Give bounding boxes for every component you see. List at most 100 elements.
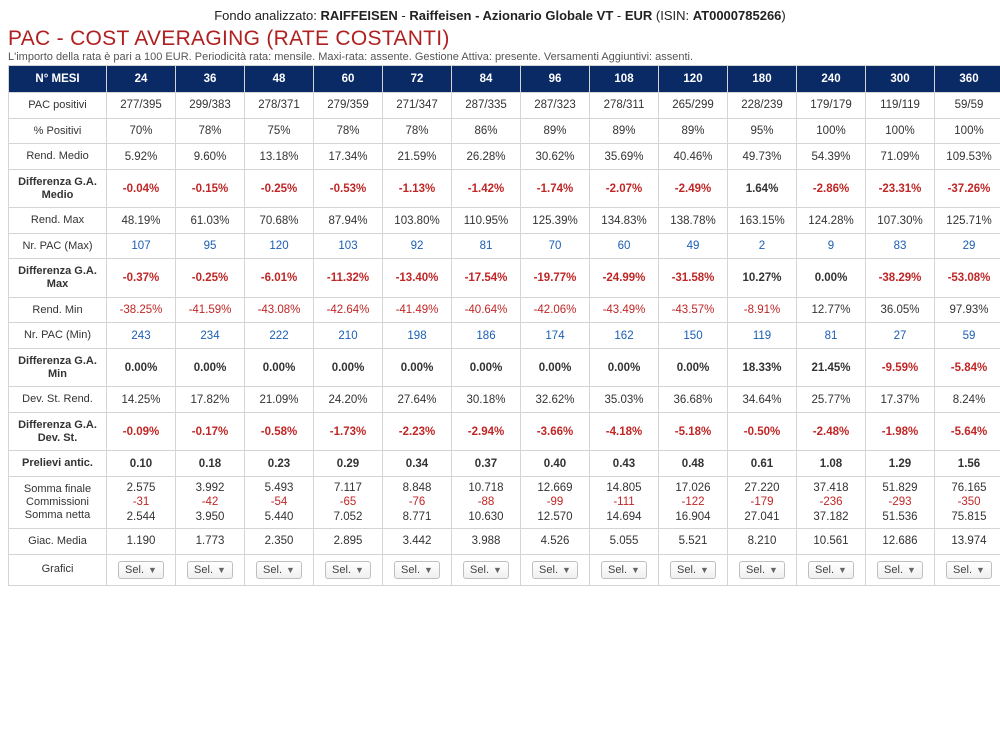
table-cell[interactable]: 81 <box>452 233 521 259</box>
table-cell: 89% <box>590 118 659 144</box>
table-row: Nr. PAC (Max)107951201039281706049298329 <box>9 233 1000 259</box>
table-cell: 0.00% <box>107 349 176 387</box>
table-cell[interactable]: 60 <box>590 233 659 259</box>
table-cell: 17.34% <box>314 144 383 170</box>
table-cell: 0.18 <box>176 451 245 477</box>
table-cell: -8.91% <box>728 297 797 323</box>
table-cell[interactable]: 243 <box>107 323 176 349</box>
table-cell[interactable]: 83 <box>866 233 935 259</box>
table-cell: 24.20% <box>314 387 383 413</box>
table-cell[interactable]: 186 <box>452 323 521 349</box>
grafici-select[interactable]: Sel.▼ <box>946 561 992 579</box>
table-cell[interactable]: 174 <box>521 323 590 349</box>
grafici-select[interactable]: Sel.▼ <box>808 561 854 579</box>
table-cell[interactable]: 70 <box>521 233 590 259</box>
col-header-month: 120 <box>659 66 728 93</box>
grafici-select[interactable]: Sel.▼ <box>670 561 716 579</box>
table-cell: 3.442 <box>383 529 452 555</box>
table-cell[interactable]: 27 <box>866 323 935 349</box>
table-cell: 18.33% <box>728 349 797 387</box>
table-cell[interactable]: 59 <box>935 323 1000 349</box>
table-cell[interactable]: 81 <box>797 323 866 349</box>
table-cell: Sel.▼ <box>866 554 935 585</box>
table-cell: -38.29% <box>866 259 935 297</box>
table-cell[interactable]: 198 <box>383 323 452 349</box>
table-cell: 8.848-768.771 <box>383 476 452 528</box>
table-cell: -2.07% <box>590 169 659 207</box>
table-row: Dev. St. Rend.14.25%17.82%21.09%24.20%27… <box>9 387 1000 413</box>
grafici-select[interactable]: Sel.▼ <box>394 561 440 579</box>
table-cell[interactable]: 162 <box>590 323 659 349</box>
table-cell: 17.37% <box>866 387 935 413</box>
table-cell: 78% <box>176 118 245 144</box>
grafici-select[interactable]: Sel.▼ <box>256 561 302 579</box>
table-cell: -38.25% <box>107 297 176 323</box>
row-header: Rend. Medio <box>9 144 107 170</box>
table-cell: -9.59% <box>866 349 935 387</box>
table-cell: -2.23% <box>383 412 452 450</box>
table-cell: 287/323 <box>521 93 590 119</box>
table-cell[interactable]: 222 <box>245 323 314 349</box>
table-cell[interactable]: 49 <box>659 233 728 259</box>
row-header: Rend. Min <box>9 297 107 323</box>
table-cell: 21.45% <box>797 349 866 387</box>
grafici-select[interactable]: Sel.▼ <box>325 561 371 579</box>
table-cell[interactable]: 234 <box>176 323 245 349</box>
table-cell: -0.25% <box>176 259 245 297</box>
table-row: Rend. Max48.19%61.03%70.68%87.94%103.80%… <box>9 208 1000 234</box>
grafici-select[interactable]: Sel.▼ <box>118 561 164 579</box>
table-cell[interactable]: 29 <box>935 233 1000 259</box>
row-header: Nr. PAC (Max) <box>9 233 107 259</box>
row-header: Nr. PAC (Min) <box>9 323 107 349</box>
table-cell[interactable]: 2 <box>728 233 797 259</box>
table-row: % Positivi70%78%75%78%78%86%89%89%89%95%… <box>9 118 1000 144</box>
table-cell: -2.48% <box>797 412 866 450</box>
grafici-select[interactable]: Sel.▼ <box>463 561 509 579</box>
table-cell: 124.28% <box>797 208 866 234</box>
table-cell: 37.418-23637.182 <box>797 476 866 528</box>
header-fund: Raiffeisen - Azionario Globale VT <box>409 8 613 23</box>
table-cell[interactable]: 119 <box>728 323 797 349</box>
table-cell: 36.05% <box>866 297 935 323</box>
table-cell: -1.42% <box>452 169 521 207</box>
table-cell: 0.23 <box>245 451 314 477</box>
table-cell: 277/395 <box>107 93 176 119</box>
table-cell[interactable]: 92 <box>383 233 452 259</box>
table-row: Differenza G.A. Dev. St.-0.09%-0.17%-0.5… <box>9 412 1000 450</box>
grafici-select[interactable]: Sel.▼ <box>187 561 233 579</box>
table-cell: 32.62% <box>521 387 590 413</box>
table-cell: 17.82% <box>176 387 245 413</box>
table-cell: -37.26% <box>935 169 1000 207</box>
table-cell: -42.64% <box>314 297 383 323</box>
table-cell[interactable]: 150 <box>659 323 728 349</box>
grafici-select[interactable]: Sel.▼ <box>877 561 923 579</box>
table-cell: 0.00% <box>659 349 728 387</box>
row-header: PAC positivi <box>9 93 107 119</box>
grafici-select[interactable]: Sel.▼ <box>601 561 647 579</box>
grafici-select[interactable]: Sel.▼ <box>532 561 578 579</box>
table-cell: 138.78% <box>659 208 728 234</box>
table-row: Rend. Medio5.92%9.60%13.18%17.34%21.59%2… <box>9 144 1000 170</box>
table-cell: 0.00% <box>245 349 314 387</box>
table-cell[interactable]: 120 <box>245 233 314 259</box>
table-cell[interactable]: 210 <box>314 323 383 349</box>
table-cell: 0.29 <box>314 451 383 477</box>
grafici-select[interactable]: Sel.▼ <box>739 561 785 579</box>
col-header-month: 36 <box>176 66 245 93</box>
table-cell: 40.46% <box>659 144 728 170</box>
table-cell: 71.09% <box>866 144 935 170</box>
table-cell: 3.992-423.950 <box>176 476 245 528</box>
table-cell[interactable]: 95 <box>176 233 245 259</box>
table-cell: 0.00% <box>176 349 245 387</box>
table-cell: 163.15% <box>728 208 797 234</box>
table-cell[interactable]: 107 <box>107 233 176 259</box>
table-cell: -0.17% <box>176 412 245 450</box>
table-cell: 0.48 <box>659 451 728 477</box>
table-cell: 35.03% <box>590 387 659 413</box>
table-cell: 54.39% <box>797 144 866 170</box>
table-cell[interactable]: 103 <box>314 233 383 259</box>
table-cell[interactable]: 9 <box>797 233 866 259</box>
table-cell: -17.54% <box>452 259 521 297</box>
table-cell: 125.71% <box>935 208 1000 234</box>
table-cell: 0.00% <box>383 349 452 387</box>
